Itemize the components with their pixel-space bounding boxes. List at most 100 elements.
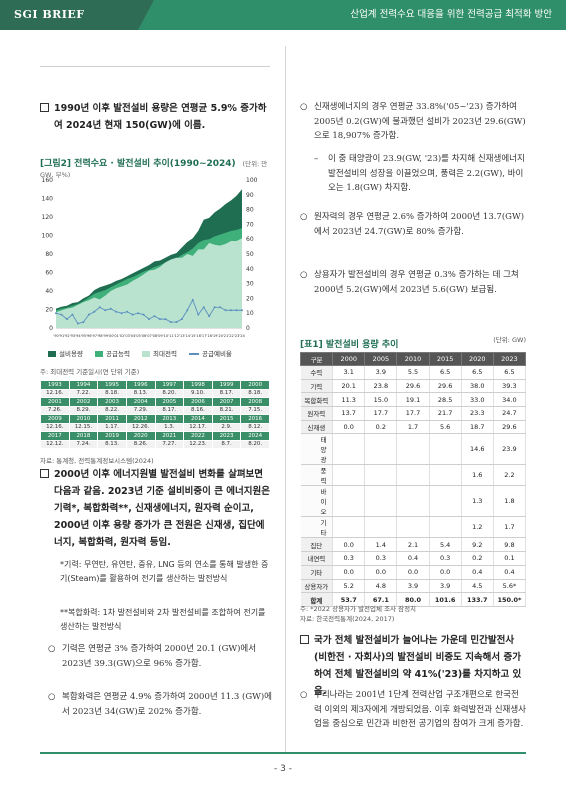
x-tick-label: '97	[92, 334, 98, 338]
left-bullet-1: ○ 기력은 연평균 3% 증가하여 2000년 20.1 (GW)에서 2023…	[48, 644, 257, 669]
y-right-tick-label: 0	[246, 325, 250, 332]
peak-table-cell: 7.24.	[68, 439, 99, 449]
peak-table-cell: 2002	[68, 397, 99, 407]
table-cell	[364, 516, 398, 539]
y-right-tick-label: 20	[246, 295, 254, 302]
circle-bullet-icon: ○	[48, 692, 56, 702]
table-row: 집단 0.0 1.4 2.1 5.4 9.2 9.8	[300, 537, 527, 553]
table-row: 내연력 0.3 0.3 0.4 0.3 0.2 0.1	[300, 551, 527, 566]
series-area-3	[56, 238, 242, 328]
table-cell: 6.5	[461, 365, 494, 380]
x-tick-label: '21	[223, 334, 229, 338]
table-cell: 29.6	[429, 379, 462, 394]
peak-table-cell: 1.3.	[154, 422, 185, 432]
table-cell	[429, 464, 462, 487]
table-row: 기타 0.0 0.0 0.0 0.0 0.4 0.4	[300, 565, 527, 580]
table-cell: 133.7	[461, 592, 494, 607]
table-cell: 1.4	[364, 537, 398, 553]
y-right-tick-label: 100	[246, 177, 258, 184]
table-row-label: 복합화력	[300, 392, 334, 408]
table-cell: 80.0	[396, 592, 430, 607]
reserve-rate-point	[71, 313, 74, 316]
x-tick-label: '24	[239, 334, 245, 338]
table-cell	[429, 433, 462, 466]
x-tick-label: '18	[206, 334, 212, 338]
peak-table-cell: 12.12.	[40, 439, 70, 449]
y-right-tick-label: 50	[246, 251, 254, 258]
reserve-rate-point	[153, 315, 156, 318]
peak-table-cell: 2014	[183, 414, 213, 424]
peak-table-cell: 2010	[68, 414, 99, 424]
peak-table-cell: 8.26.	[125, 439, 156, 449]
table-row: 합계 53.7 67.1 80.0 101.6 133.7 150.0*	[300, 592, 527, 607]
peak-table-cell: 2001	[40, 397, 70, 407]
table-cell: 0.1	[493, 551, 527, 566]
circle-bullet-icon: ○	[300, 690, 308, 700]
reserve-rate-point	[60, 313, 63, 316]
table-header-cell: 2000	[332, 352, 366, 366]
table-cell: 4.8	[364, 579, 398, 594]
brand-logo: SGI BRIEF	[0, 0, 138, 30]
table-cell: 1.2	[460, 516, 494, 539]
brand-slant	[138, 0, 154, 30]
table-cell: 24.7	[493, 406, 527, 421]
table-row-label: 태양광	[300, 433, 334, 466]
table-cell	[332, 516, 366, 539]
table-cell: 2.1	[396, 537, 430, 553]
peak-table-cell: 1996	[125, 380, 156, 390]
reserve-rate-point	[93, 310, 96, 313]
bottom-rule	[40, 752, 526, 754]
table-cell	[332, 433, 366, 466]
x-tick-label: '09	[157, 334, 163, 338]
table-row-label: 기력	[300, 379, 334, 394]
table-source: 자료: 한국전력통계(2024, 2017)	[300, 615, 395, 623]
table-cell: 14.6	[460, 433, 494, 466]
square-bullet-icon	[40, 469, 49, 478]
table-cell: 5.5	[396, 365, 430, 380]
table-cell: 5.6	[429, 420, 462, 435]
reserve-rate-point	[55, 312, 57, 315]
table-cell: 19.1	[396, 392, 430, 408]
table-cell: 67.1	[364, 592, 398, 607]
circle-bullet-icon: ○	[48, 644, 56, 654]
table-cell: 23.8	[364, 379, 398, 394]
table-cell: 34.0	[493, 392, 527, 408]
y-left-tick-label: 20	[45, 307, 53, 314]
x-tick-label: '90	[53, 334, 59, 338]
square-bullet-icon	[40, 103, 49, 112]
y-right-tick-label: 80	[246, 207, 254, 214]
table-row: 신재생 0.0 0.2 1.7 5.6 18.7 29.6	[300, 420, 527, 435]
reserve-rate-point	[208, 315, 211, 318]
x-tick-label: '00	[108, 334, 114, 338]
peak-table-cell: 8.12.	[240, 422, 270, 432]
table-row-label: 기타	[300, 516, 334, 539]
x-tick-label: '13	[179, 334, 185, 338]
peak-table-cell: 1999	[211, 380, 242, 390]
x-tick-label: '06	[141, 334, 147, 338]
peak-table-cell: 2021	[154, 431, 185, 441]
peak-table-cell: 2012	[125, 414, 156, 424]
table-cell	[332, 464, 366, 487]
legend-item: 설비용량	[48, 348, 83, 358]
table-source-notes: 주: *2022 상용자가 발전업체 조사 잠정치 자료: 한국전력통계(202…	[300, 604, 416, 624]
capacity-chart: 0 20 40 60 80 100 120 140 160 0 10 20 30 40 50 60 70 80 90…	[42, 177, 258, 338]
peak-table-cell: 12.16.	[40, 422, 70, 432]
table-row-label: 상용자가	[300, 579, 334, 594]
peak-table-cell: 2003	[97, 397, 127, 407]
table-note: 주: *2022 상용자가 발전업체 조사 잠정치	[300, 605, 417, 613]
peak-table-cell: 1998	[183, 380, 213, 390]
table-row: 복합화력 11.3 15.0 19.1 28.5 33.0 34.0	[300, 392, 527, 408]
table-header-cell: 2005	[364, 352, 398, 366]
y-left-tick-label: 120	[42, 214, 54, 221]
table-cell: 1.7	[492, 516, 527, 539]
peak-table-cell: 8.20.	[240, 439, 270, 449]
reserve-rate-point	[191, 298, 194, 301]
footnote-giryeok: *기력: 무연탄, 유연탄, 중유, LNG 등의 연소를 통해 발생한 증기(…	[60, 560, 269, 583]
table-row: 바이오 1.3 1.8	[300, 485, 527, 518]
peak-table-cell: 8.13.	[125, 388, 156, 398]
table-cell: 2.2	[492, 464, 527, 487]
x-tick-label: '07	[146, 334, 152, 338]
peak-table-row: 12.16. 7.22. 8.18. 8.13. 8.20. 9.10. 8.17. 8.18…	[40, 388, 270, 398]
x-tick-label: '92	[64, 334, 70, 338]
table-cell: 3.9	[429, 579, 462, 594]
